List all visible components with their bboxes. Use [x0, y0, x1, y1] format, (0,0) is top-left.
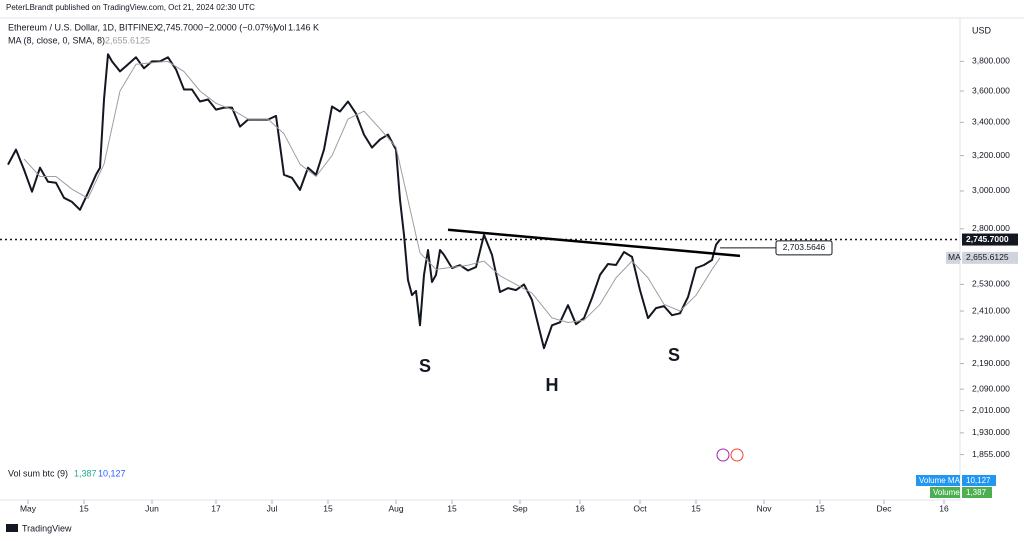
last-price-tag: 2,745.7000: [966, 234, 1009, 244]
x-tick-label: 17: [211, 503, 221, 513]
volume-tag: Volume: [933, 488, 960, 497]
x-tick-label: Nov: [756, 503, 772, 513]
price-line: [7, 53, 721, 350]
x-tick-label: 15: [815, 503, 825, 513]
pattern-label: S: [668, 345, 680, 365]
y-tick-label: 3,200.000: [972, 150, 1010, 160]
y-tick-label: 2,800.000: [972, 223, 1010, 233]
x-tick-label: May: [20, 503, 37, 513]
y-tick-label: 1,855.000: [972, 449, 1010, 459]
volume-ma-tag-bg: [916, 475, 960, 486]
volume-ma-value: 10,127: [98, 468, 126, 478]
footer-logo: [6, 524, 18, 532]
currency: USD: [972, 25, 992, 35]
volume-box: [962, 487, 992, 498]
ma-line: [23, 60, 721, 323]
volume-tag-value: 1,387: [966, 488, 987, 497]
publisher: PeterLBrandt published on TradingView.co…: [6, 3, 255, 12]
volume-value: 1,387: [74, 468, 97, 478]
volume-title: Vol sum btc (9): [8, 468, 68, 478]
volume-ma-tag: Volume MA: [919, 476, 961, 485]
y-tick-label: 3,600.000: [972, 85, 1010, 95]
y-tick-label: 2,290.000: [972, 333, 1010, 343]
ma-tag: MA: [948, 252, 961, 262]
volume-ma-tag-value: 10,127: [966, 476, 991, 485]
x-tick-label: 15: [79, 503, 89, 513]
x-tick-label: Jul: [267, 503, 278, 513]
legend-ma-value: 2,655.6125: [105, 35, 150, 45]
x-tick-label: Sep: [512, 503, 527, 513]
y-tick-label: 2,090.000: [972, 383, 1010, 393]
volume-ma-box: [962, 475, 996, 486]
x-tick-label: 16: [939, 503, 949, 513]
legend-symbol: Ethereum / U.S. Dollar, 1D, BITFINEX: [8, 22, 160, 32]
logo-mark: [6, 524, 18, 532]
x-tick-label: 15: [447, 503, 457, 513]
trendline-label-bg: [775, 240, 833, 256]
legend-ma: MA (8, close, 0, SMA, 8): [8, 35, 105, 45]
legend-volume-label: Vol: [274, 22, 287, 32]
footer-brand: TradingView: [22, 523, 72, 533]
pattern-label: H: [546, 375, 559, 395]
x-tick-label: 15: [691, 503, 701, 513]
last-price-tag-bg: [962, 233, 1018, 246]
legend-change: −2.0000 (−0.07%): [204, 22, 276, 32]
y-tick-label: 3,000.000: [972, 185, 1010, 195]
y-tick-label: 2,530.000: [972, 279, 1010, 289]
volume-tag-bg: [930, 487, 960, 498]
y-tick-label: 1,930.000: [972, 427, 1010, 437]
x-tick-label: Aug: [388, 503, 403, 513]
y-tick-label: 3,400.000: [972, 117, 1010, 127]
trendline: [447, 228, 741, 258]
x-tick-label: Dec: [876, 503, 892, 513]
trendline-label: 2,703.5646: [783, 242, 826, 252]
y-tick-label: 3,800.000: [972, 56, 1010, 66]
event-icon[interactable]: [730, 448, 744, 462]
x-tick-label: Oct: [633, 503, 647, 513]
y-tick-label: 2,410.000: [972, 305, 1010, 315]
legend-close: 2,745.7000: [158, 22, 203, 32]
y-tick-label: 2,190.000: [972, 358, 1010, 368]
event-icon[interactable]: [716, 448, 730, 462]
x-tick-label: 15: [323, 503, 333, 513]
pattern-label: S: [419, 356, 431, 376]
ma-price-tag-bg: [962, 251, 1018, 264]
ma-price-tag: 2,655.6125: [966, 252, 1009, 262]
x-tick-label: 16: [575, 503, 585, 513]
legend-volume: 1.146 K: [288, 22, 319, 32]
ma-tag-bg: [946, 251, 960, 264]
x-tick-label: Jun: [145, 503, 159, 513]
y-tick-label: 2,010.000: [972, 405, 1010, 415]
